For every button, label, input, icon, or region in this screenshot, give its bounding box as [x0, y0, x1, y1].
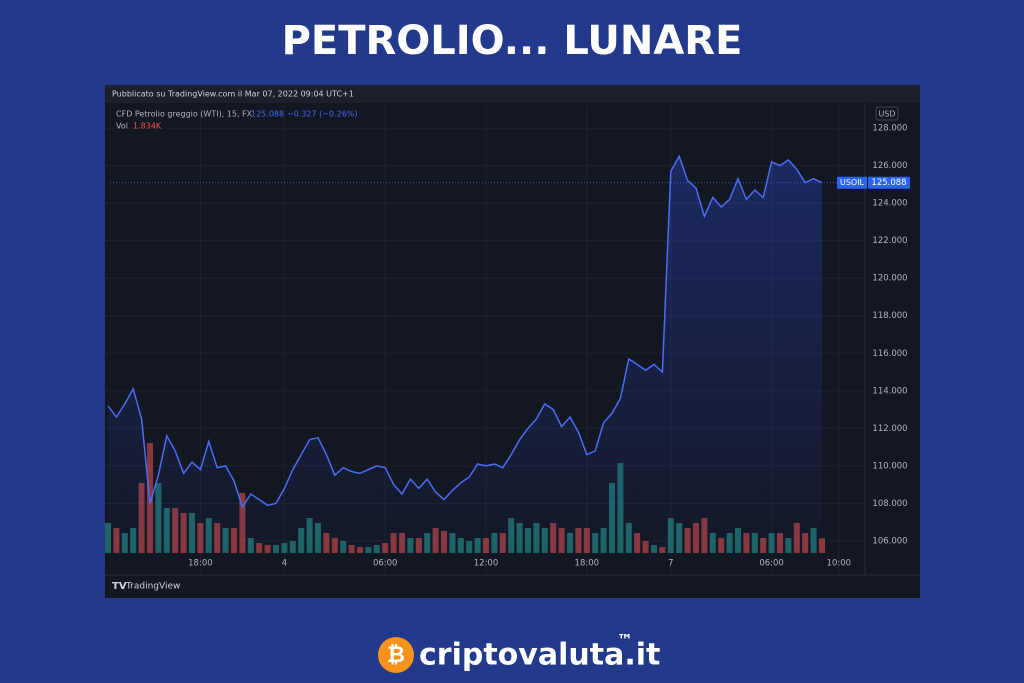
- y-tick-label: 112.000: [872, 424, 907, 434]
- ticker-box: [837, 176, 867, 189]
- x-tick-label: 18:00: [188, 559, 213, 569]
- price-line: [107, 154, 823, 509]
- y-tick-label: 124.000: [872, 199, 907, 209]
- brand: criptovaluta.it: [419, 638, 660, 673]
- brand-logo-glyph: ₿: [387, 643, 405, 668]
- plot: 106.000 108.000 110.000 112.000 114.000 116.0…: [105, 105, 910, 575]
- brand-logo: [378, 637, 414, 673]
- y-tick-label: 122.000: [872, 236, 907, 246]
- price-box: [868, 176, 910, 189]
- published: Pubblicato su TradingView.com il Mar 07,…: [112, 90, 354, 99]
- x-tick-label: 4: [282, 559, 287, 569]
- ticker: USOIL: [840, 178, 865, 187]
- y-tick-label: 118.000: [872, 311, 907, 321]
- x-tick-label: 18:00: [575, 559, 600, 569]
- volume-title: Vol: [116, 122, 128, 131]
- y-tick-label: 110.000: [872, 461, 907, 471]
- y-tick-label: 116.000: [872, 349, 907, 359]
- symbol: CFD Petrolio greggio (WTI), 15, FX: [116, 110, 253, 119]
- brand-mark: ™: [617, 631, 633, 650]
- x-tick-label: 10:00: [827, 559, 852, 569]
- y-tick-label: 128.000: [872, 124, 907, 134]
- x-tick-label: 06:00: [373, 559, 398, 569]
- currency-box: [875, 106, 899, 121]
- y-tick-label: 114.000: [872, 386, 907, 396]
- last-price: 125.088: [251, 110, 284, 119]
- x-tick-label: 7: [668, 559, 673, 569]
- x-tick-label: 12:00: [474, 559, 499, 569]
- page-title: PETROLIO... LUNARE: [282, 18, 743, 64]
- x-tick-label: 06:00: [759, 559, 784, 569]
- price-label: 125.088: [871, 178, 906, 188]
- y-tick-label: 106.000: [872, 536, 907, 546]
- currency: USD: [878, 110, 895, 119]
- header-bar: [105, 85, 920, 103]
- footer: TradingView: [125, 582, 180, 592]
- y-tick-label: 120.000: [872, 274, 907, 284]
- tv-logo: TV: [112, 581, 127, 592]
- y-tick-label: 108.000: [872, 499, 907, 509]
- change: −0.327 (−0.26%): [287, 110, 358, 119]
- last-volume: 1.834K: [133, 122, 162, 131]
- price-area: [108, 156, 822, 555]
- y-tick-label: 126.000: [872, 161, 907, 171]
